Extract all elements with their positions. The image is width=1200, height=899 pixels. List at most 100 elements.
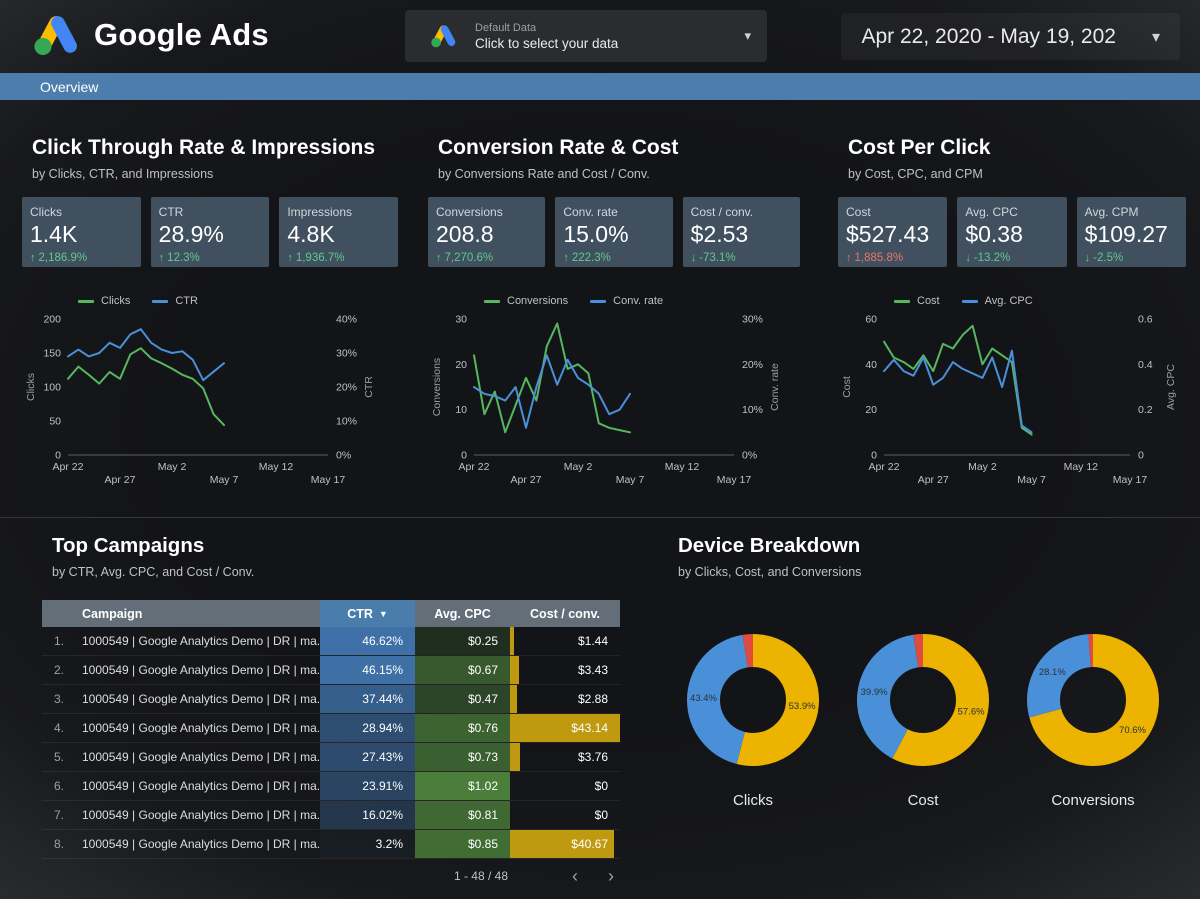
date-range-picker[interactable]: Apr 22, 2020 - May 19, 202 ▾ bbox=[841, 13, 1180, 60]
svg-text:28.1%: 28.1% bbox=[1039, 667, 1066, 678]
scorecard-delta-value: -13.2% bbox=[973, 252, 1011, 264]
clicks-donut-chart[interactable]: 53.9% 43.4% Clicks bbox=[668, 615, 838, 809]
legend-swatch bbox=[484, 299, 500, 303]
svg-text:40%: 40% bbox=[336, 314, 357, 326]
scorecard-conversions: Conversions 208.8 ↑ 7,270.6% bbox=[428, 197, 546, 267]
table-row[interactable]: 2. 1000549 | Google Analytics Demo | DR |… bbox=[42, 656, 620, 685]
table-header-row: Campaign CTR ▼ Avg. CPC Cost / conv. bbox=[42, 600, 620, 627]
scorecard-value: 28.9% bbox=[158, 221, 224, 247]
prev-page-button[interactable]: ‹ bbox=[572, 866, 578, 886]
scorecard-delta-value: 7,270.6% bbox=[444, 252, 494, 264]
legend-swatch bbox=[78, 299, 94, 303]
ctr-cell: 23.91% bbox=[320, 772, 415, 800]
line-chart-svg: 0 10 20 30 0% 10% 20% 30% Apr 22 Apr 27 May 2 May 7… bbox=[431, 314, 781, 487]
column-header-ctr-label: CTR bbox=[347, 606, 373, 621]
svg-text:Avg. CPC: Avg. CPC bbox=[1165, 364, 1177, 410]
table-row[interactable]: 6. 1000549 | Google Analytics Demo | DR |… bbox=[42, 772, 620, 801]
scorecard-ctr: CTR 28.9% ↑ 12.3% bbox=[150, 197, 270, 267]
column-header-campaign[interactable]: Campaign bbox=[82, 606, 143, 621]
data-source-selector[interactable]: Default Data Click to select your data ▾ bbox=[405, 10, 767, 62]
legend-swatch bbox=[894, 299, 910, 303]
svg-text:0: 0 bbox=[461, 450, 467, 462]
legend-item-conv-rate: Conv. rate bbox=[590, 295, 663, 307]
cost-conv-bar bbox=[510, 743, 520, 771]
cost-conv-cell: $2.88 bbox=[510, 685, 620, 713]
row-number: 4. bbox=[54, 721, 65, 735]
campaign-cell: 2. 1000549 | Google Analytics Demo | DR |… bbox=[42, 656, 320, 684]
cost-conv-cell: $1.44 bbox=[510, 627, 620, 655]
scorecards-row: Conversions 208.8 ↑ 7,270.6% Conv. rate 15.0%… bbox=[428, 197, 800, 267]
data-source-label: Default Data bbox=[475, 21, 537, 34]
scorecard-value: $0.38 bbox=[965, 221, 1023, 247]
table-row[interactable]: 3. 1000549 | Google Analytics Demo | DR |… bbox=[42, 685, 620, 714]
campaign-name: 1000549 | Google Analytics Demo | DR | m… bbox=[82, 663, 320, 677]
legend-label: Clicks bbox=[101, 295, 131, 307]
conversions-rate-line-chart[interactable]: Conversions Conv. rate 0 10 20 30 0% 10% 20% 30% A… bbox=[428, 295, 800, 500]
scorecard-value: $2.53 bbox=[690, 221, 749, 247]
svg-text:Apr 27: Apr 27 bbox=[511, 474, 542, 486]
table-row[interactable]: 7. 1000549 | Google Analytics Demo | DR |… bbox=[42, 801, 620, 830]
section-subtitle: by Cost, CPC, and CPM bbox=[848, 167, 983, 181]
svg-text:70.6%: 70.6% bbox=[1119, 725, 1146, 736]
svg-text:0.4: 0.4 bbox=[1138, 359, 1153, 371]
cost-conv-bar bbox=[510, 830, 614, 858]
section-title: Conversion Rate & Cost bbox=[438, 136, 679, 159]
column-header-avg-cpc[interactable]: Avg. CPC bbox=[434, 606, 491, 621]
tab-overview[interactable]: Overview bbox=[40, 78, 99, 95]
svg-text:Apr 22: Apr 22 bbox=[53, 461, 84, 473]
ctr-cell: 46.15% bbox=[320, 656, 415, 684]
scorecards-row: Clicks 1.4K ↑ 2,186.9% CTR 28.9% ↑ 12.3% Impress… bbox=[22, 197, 399, 267]
pagination: 1 - 48 / 48 ‹ › bbox=[42, 859, 620, 893]
row-number: 3. bbox=[54, 692, 65, 706]
scorecard-delta: ↑ 1,936.7% bbox=[287, 252, 390, 264]
arrow-up-icon: ↑ bbox=[287, 252, 293, 264]
scorecard-delta: ↑ 7,270.6% bbox=[436, 252, 537, 264]
scorecard-delta-value: 2,186.9% bbox=[38, 252, 88, 264]
svg-text:53.9%: 53.9% bbox=[789, 701, 816, 712]
scorecard-delta: ↑ 2,186.9% bbox=[30, 252, 133, 264]
campaign-cell: 1. 1000549 | Google Analytics Demo | DR |… bbox=[42, 627, 320, 655]
section-subtitle: by Conversions Rate and Cost / Conv. bbox=[438, 167, 650, 181]
clicks-ctr-line-chart[interactable]: Clicks CTR 0 50 100 150 200 0% 10% 20% 30% 40% Apr 2… bbox=[22, 295, 398, 500]
table-row[interactable]: 4. 1000549 | Google Analytics Demo | DR |… bbox=[42, 714, 620, 743]
avg-cpc-cell: $0.85 bbox=[415, 830, 510, 858]
svg-text:0: 0 bbox=[1138, 450, 1144, 462]
cost-donut-chart[interactable]: 57.6% 39.9% Cost bbox=[838, 615, 1008, 809]
svg-text:40: 40 bbox=[865, 359, 877, 371]
conversions-donut-chart[interactable]: 70.6% 28.1% Conversions bbox=[1008, 615, 1178, 809]
svg-text:30: 30 bbox=[455, 314, 467, 326]
google-ads-logo-icon bbox=[34, 16, 77, 56]
table-body: 1. 1000549 | Google Analytics Demo | DR |… bbox=[42, 627, 620, 859]
scorecard-label: Conv. rate bbox=[563, 205, 618, 219]
svg-text:May 2: May 2 bbox=[158, 461, 187, 473]
svg-text:Apr 27: Apr 27 bbox=[918, 474, 949, 486]
table-row[interactable]: 8. 1000549 | Google Analytics Demo | DR |… bbox=[42, 830, 620, 859]
top-campaigns-table: Campaign CTR ▼ Avg. CPC Cost / conv. 1. 1… bbox=[42, 600, 620, 893]
avg-cpc-cell: $1.02 bbox=[415, 772, 510, 800]
cost-conv-value: $40.67 bbox=[571, 837, 608, 851]
row-number: 5. bbox=[54, 750, 65, 764]
cost-cpc-line-chart[interactable]: Cost Avg. CPC 0 20 40 60 0 0.2 0.4 0.6 Apr 22 Apr 2… bbox=[838, 295, 1186, 500]
avg-cpc-cell: $0.47 bbox=[415, 685, 510, 713]
legend-swatch bbox=[152, 299, 169, 303]
table-row[interactable]: 1. 1000549 | Google Analytics Demo | DR |… bbox=[42, 627, 620, 656]
scorecard-label: Avg. CPM bbox=[1084, 205, 1139, 219]
legend-item-avg-cpc: Avg. CPC bbox=[961, 295, 1033, 307]
next-page-button[interactable]: › bbox=[608, 866, 614, 886]
svg-text:30%: 30% bbox=[742, 314, 763, 326]
arrow-up-icon: ↑ bbox=[563, 252, 569, 264]
device-breakdown-title: Device Breakdown bbox=[678, 534, 861, 557]
table-row[interactable]: 5. 1000549 | Google Analytics Demo | DR |… bbox=[42, 743, 620, 772]
column-header-ctr[interactable]: CTR ▼ bbox=[320, 600, 415, 627]
campaign-cell: 5. 1000549 | Google Analytics Demo | DR |… bbox=[42, 743, 320, 771]
caret-down-icon: ▾ bbox=[1151, 28, 1160, 46]
column-header-cost-conv[interactable]: Cost / conv. bbox=[530, 606, 600, 621]
svg-text:Cost: Cost bbox=[841, 376, 853, 398]
legend-item-clicks: Clicks bbox=[78, 295, 130, 307]
arrow-down-icon: ↓ bbox=[1084, 252, 1091, 264]
campaign-cell: 7. 1000549 | Google Analytics Demo | DR |… bbox=[42, 801, 320, 829]
section-subtitle: by Clicks, CTR, and Impressions bbox=[32, 167, 214, 181]
line-chart-svg: 0 50 100 150 200 0% 10% 20% 30% 40% Apr 22 Apr 27 Ma… bbox=[25, 314, 375, 487]
device-breakdown-subtitle: by Clicks, Cost, and Conversions bbox=[678, 565, 862, 579]
scorecard-label: Conversions bbox=[436, 205, 503, 219]
